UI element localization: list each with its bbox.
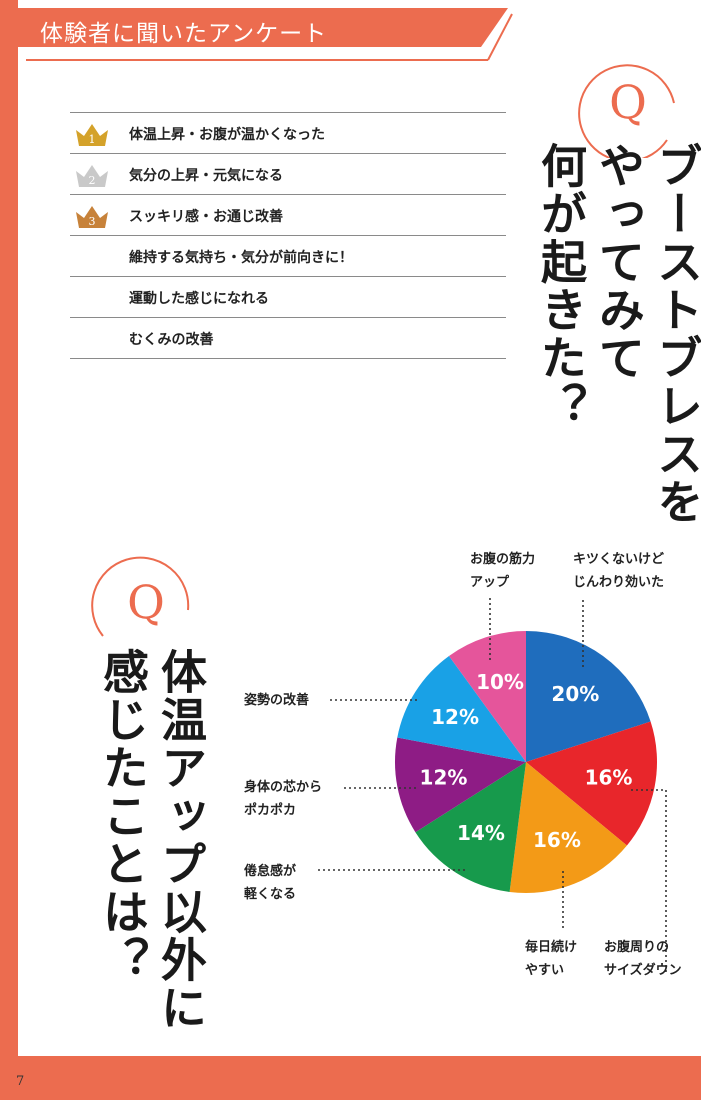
pie-slice-5: [395, 737, 526, 833]
pie-slice-7: [449, 631, 526, 762]
header-title: 体験者に聞いたアンケート: [40, 21, 328, 47]
q1-question-line-2: やってみて: [592, 142, 646, 382]
q2-question-line-1: 体温アップ以外に: [154, 648, 208, 1032]
ranking-list: 1 体温上昇・お腹が温かくなった 2 気分の上昇・元気になる 3 スッキリ感・お…: [70, 112, 506, 359]
leader-line: [630, 789, 667, 972]
page-number: 7: [16, 1074, 25, 1089]
ranking-row-4: 維持する気持ち・気分が前向きに！: [70, 236, 506, 277]
q1-question-line-3: 何が起きた？: [534, 142, 588, 430]
callout-line: キツくないけど: [573, 552, 665, 567]
gold-crown-icon: 1: [76, 124, 108, 146]
callout-slice-4: 倦怠感が 軽くなる: [244, 860, 296, 906]
q1-letter: Q: [609, 75, 647, 129]
callout-slice-2: お腹周りの サイズダウン: [604, 936, 682, 982]
callout-slice-1: キツくないけど じんわり効いた: [573, 548, 664, 594]
callout-line: 毎日続け: [525, 940, 578, 955]
callout-line: やすい: [525, 963, 565, 978]
pie-value-label-5: 12%: [420, 766, 468, 790]
callout-line: アップ: [470, 575, 510, 590]
q2-question-line-2: 感じたことは？: [96, 648, 150, 984]
q1-question: ブーストブレスを やってみて 何が起きた？: [532, 142, 701, 526]
ranking-text: スッキリ感・お通じ改善: [129, 209, 283, 225]
callout-line: お腹の筋力: [470, 552, 536, 567]
header-banner: [18, 8, 513, 61]
ranking-row-3: 3 スッキリ感・お通じ改善: [70, 195, 506, 236]
q2-question: 体温アップ以外に 感じたことは？: [94, 648, 210, 1032]
pie-slice-6: [397, 656, 526, 762]
callout-line: お腹周りの: [604, 940, 670, 955]
callout-slice-7: お腹の筋力 アップ: [470, 548, 535, 594]
svg-text:2: 2: [89, 174, 96, 187]
left-accent-bar: [0, 0, 18, 1100]
pie-value-label-1: 20%: [551, 682, 599, 706]
footer-bar: [0, 1056, 701, 1100]
callout-line: ポカポカ: [244, 803, 297, 818]
callout-slice-3: 毎日続け やすい: [525, 936, 577, 982]
callout-slice-5: 身体の芯から ポカポカ: [244, 776, 322, 822]
pie-value-label-6: 12%: [431, 705, 479, 729]
ranking-row-6: むくみの改善: [70, 318, 506, 359]
ranking-text: むくみの改善: [129, 332, 214, 348]
pie-value-label-3: 16%: [533, 828, 581, 852]
ranking-text: 運動した感じになれる: [129, 291, 269, 307]
ranking-row-2: 2 気分の上昇・元気になる: [70, 154, 506, 195]
pie-slice-3: [509, 762, 627, 893]
ranking-text: 維持する気持ち・気分が前向きに！: [129, 250, 353, 266]
ranking-row-5: 運動した感じになれる: [70, 277, 506, 318]
callout-line: 身体の芯から: [244, 780, 323, 795]
ranking-row-1: 1 体温上昇・お腹が温かくなった: [70, 113, 506, 154]
pie-value-label-4: 14%: [457, 821, 505, 845]
ranking-text: 気分の上昇・元気になる: [129, 168, 283, 184]
pie-value-label-7: 10%: [476, 670, 524, 694]
callout-line: じんわり効いた: [573, 575, 665, 590]
svg-text:3: 3: [89, 215, 96, 228]
bronze-crown-icon: 3: [76, 206, 108, 228]
callout-slice-6: 姿勢の改善: [244, 689, 309, 712]
callout-line: 姿勢の改善: [244, 693, 310, 708]
q1-circle-mark: Q: [578, 64, 675, 158]
callout-line: 倦怠感が: [244, 864, 297, 879]
pie-slice-2: [526, 721, 657, 846]
pie-value-label-2: 16%: [585, 766, 633, 790]
ranking-text: 体温上昇・お腹が温かくなった: [129, 127, 325, 143]
q2-circle-mark: Q: [91, 556, 190, 637]
q2-letter: Q: [127, 575, 165, 629]
callout-line: サイズダウン: [604, 963, 682, 978]
callout-line: 軽くなる: [244, 887, 297, 902]
svg-text:1: 1: [89, 133, 96, 146]
pie-slice-4: [415, 762, 526, 892]
silver-crown-icon: 2: [76, 165, 108, 187]
pie-slice-1: [526, 631, 651, 762]
q1-question-line-1: ブーストブレスを: [650, 142, 701, 526]
